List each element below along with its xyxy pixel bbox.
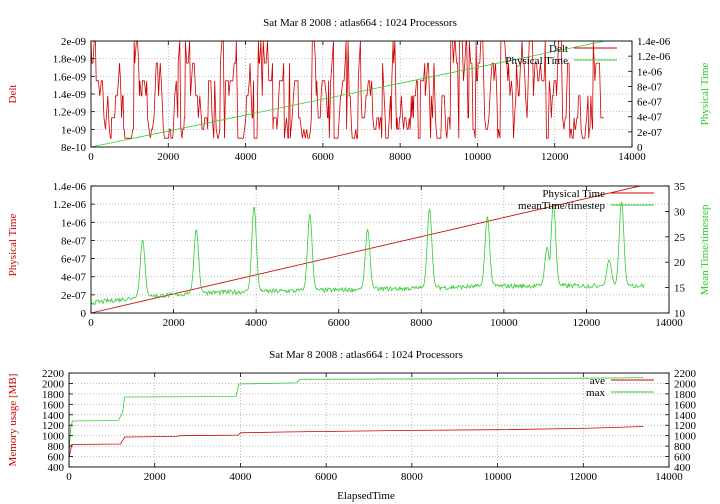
physical-time-meantime-panel: Physical Time Mean Time/timestep 0 2000 40…: [7, 181, 711, 329]
delt-physical-time-panel: Sat Mar 8 2008 : atlas664 : 1024 Process…: [7, 17, 711, 163]
y2-tick-label: 4e-07: [637, 112, 663, 124]
y2-tick-label: 1e-06: [637, 66, 663, 78]
x-tick-label: 0: [88, 317, 94, 329]
y2-tick-label: 1800: [674, 389, 697, 401]
x-tick-label: 8000: [401, 471, 424, 483]
legend-label: Delt: [549, 43, 568, 55]
y-tick-label: 1000: [42, 431, 65, 443]
series-line-delt: [90, 40, 604, 139]
x-tick-label: 4000: [229, 471, 252, 483]
x-tick-label: 8000: [410, 317, 433, 329]
y-tick-label: 1.4e-09: [53, 89, 87, 101]
memory-usage-panel: Sat Mar 8 2008 : atlas664 : 1024 Process…: [7, 349, 697, 502]
y2-tick-label: 1600: [674, 399, 697, 411]
y-tick-label: 8e-07: [61, 235, 87, 247]
y-tick-label: 2000: [42, 378, 65, 390]
legend-label: Physical Time: [542, 188, 605, 200]
x-tick-label: 10000: [464, 151, 492, 163]
y-tick-label: 2e-07: [61, 290, 87, 302]
x-tick-label: 12000: [541, 151, 569, 163]
y2-tick-label: 2e-07: [637, 127, 663, 139]
panel3-y-axis-label: Memory usage [MB]: [7, 374, 19, 467]
panel1-y2-axis-label: Physical Time: [699, 63, 711, 126]
y-tick-label: 600: [48, 452, 65, 464]
y2-tick-label: 1.2e-06: [637, 51, 671, 63]
y-tick-label: 4e-07: [61, 272, 87, 284]
y-tick-label: 2e-09: [61, 36, 87, 48]
x-tick-label: 2000: [163, 317, 186, 329]
y2-tick-label: 2200: [674, 368, 697, 380]
x-tick-label: 12000: [573, 317, 601, 329]
y2-tick-label: 1.4e-06: [637, 36, 671, 48]
y2-tick-label: 0: [637, 142, 643, 154]
y2-tick-label: 1200: [674, 420, 697, 432]
y2-tick-label: 8e-07: [637, 81, 663, 93]
x-tick-label: 0: [88, 151, 94, 163]
y2-tick-label: 400: [674, 462, 691, 474]
y-tick-label: 6e-07: [61, 254, 87, 266]
x-tick-label: 2000: [144, 471, 167, 483]
y2-tick-label: 800: [674, 441, 691, 453]
y-tick-label: 1.6e-09: [53, 71, 87, 83]
x-tick-label: 4000: [245, 317, 268, 329]
y2-tick-label: 30: [674, 206, 686, 218]
y2-tick-label: 35: [674, 181, 686, 193]
legend-label: Physical Time: [505, 55, 568, 67]
x-tick-label: 6000: [315, 471, 338, 483]
y2-tick-label: 10: [674, 308, 686, 320]
y2-tick-label: 600: [674, 452, 691, 464]
y-tick-label: 1400: [42, 410, 65, 422]
x-tick-label: 4000: [235, 151, 258, 163]
series-line-ave: [68, 426, 644, 457]
x-tick-label: 2000: [157, 151, 180, 163]
legend-label: max: [586, 387, 605, 399]
y-tick-label: 1800: [42, 389, 65, 401]
x-tick-label: 14000: [655, 471, 683, 483]
series-line-meantime-timestep: [90, 202, 645, 306]
y-tick-label: 1.8e-09: [53, 54, 87, 66]
plot-frame: [90, 185, 670, 314]
panel1-y-axis-label: Delt: [7, 85, 19, 104]
y2-tick-label: 6e-07: [637, 97, 663, 109]
y-tick-label: 1600: [42, 399, 65, 411]
panel1-title: Sat Mar 8 2008 : atlas664 : 1024 Process…: [263, 17, 457, 29]
panel3-title: Sat Mar 8 2008 : atlas664 : 1024 Process…: [269, 349, 463, 361]
x-tick-label: 10000: [490, 317, 518, 329]
y-tick-label: 0: [81, 308, 87, 320]
x-tick-label: 10000: [484, 471, 512, 483]
panel2-y-axis-label: Physical Time: [7, 214, 19, 277]
y-tick-label: 8e-10: [61, 142, 87, 154]
series-line-physical-time: [90, 40, 605, 148]
x-tick-label: 14000: [655, 317, 683, 329]
y2-tick-label: 1400: [674, 410, 697, 422]
panel2-y2-axis-label: Mean Time/timestep: [699, 204, 711, 295]
x-tick-label: 0: [66, 471, 72, 483]
panel3-x-axis-label: ElapsedTime: [337, 490, 395, 502]
x-tick-label: 8000: [389, 151, 412, 163]
x-tick-label: 14000: [618, 151, 646, 163]
series-line-max: [68, 377, 644, 456]
legend-label: meanTime/timestep: [518, 200, 605, 212]
y2-tick-label: 15: [674, 283, 686, 295]
x-tick-label: 6000: [312, 151, 335, 163]
y2-tick-label: 2000: [674, 378, 697, 390]
y-tick-label: 400: [48, 462, 65, 474]
y-tick-label: 1e-06: [61, 217, 87, 229]
y-tick-label: 1e-09: [61, 124, 87, 136]
y2-tick-label: 20: [674, 257, 686, 269]
y2-tick-label: 25: [674, 232, 686, 244]
y-tick-label: 800: [48, 441, 65, 453]
y-tick-label: 1.4e-06: [53, 181, 87, 193]
x-tick-label: 12000: [570, 471, 598, 483]
y-tick-label: 1.2e-09: [53, 107, 87, 119]
legend-label: ave: [590, 375, 605, 387]
x-tick-label: 6000: [328, 317, 351, 329]
y-tick-label: 1.2e-06: [53, 199, 87, 211]
plot-frame: [68, 372, 670, 468]
y-tick-label: 2200: [42, 368, 65, 380]
y2-tick-label: 1000: [674, 431, 697, 443]
y-tick-label: 1200: [42, 420, 65, 432]
